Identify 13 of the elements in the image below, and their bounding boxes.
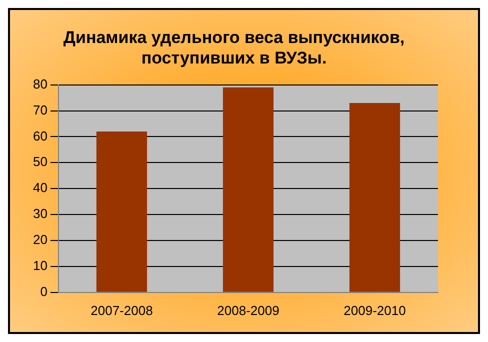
y-tick-label: 80 [32,76,48,92]
x-tick-label: 2007-2008 [90,302,153,318]
chart-title: Динамика удельного веса выпускников, поступивших в ВУЗы. [63,28,405,68]
y-tick-label: 50 [32,154,48,170]
y-tick-label: 40 [32,180,48,196]
y-tick-label: 10 [32,258,48,274]
y-tick-label: 70 [32,102,48,118]
x-tick-label: 2008-2009 [217,302,280,318]
y-tick-label: 0 [40,284,48,299]
y-tick-label: 30 [32,206,48,222]
y-tick-label: 20 [32,232,48,248]
y-tick-label: 60 [32,128,48,144]
x-tick-label: 2009-2010 [344,302,406,318]
